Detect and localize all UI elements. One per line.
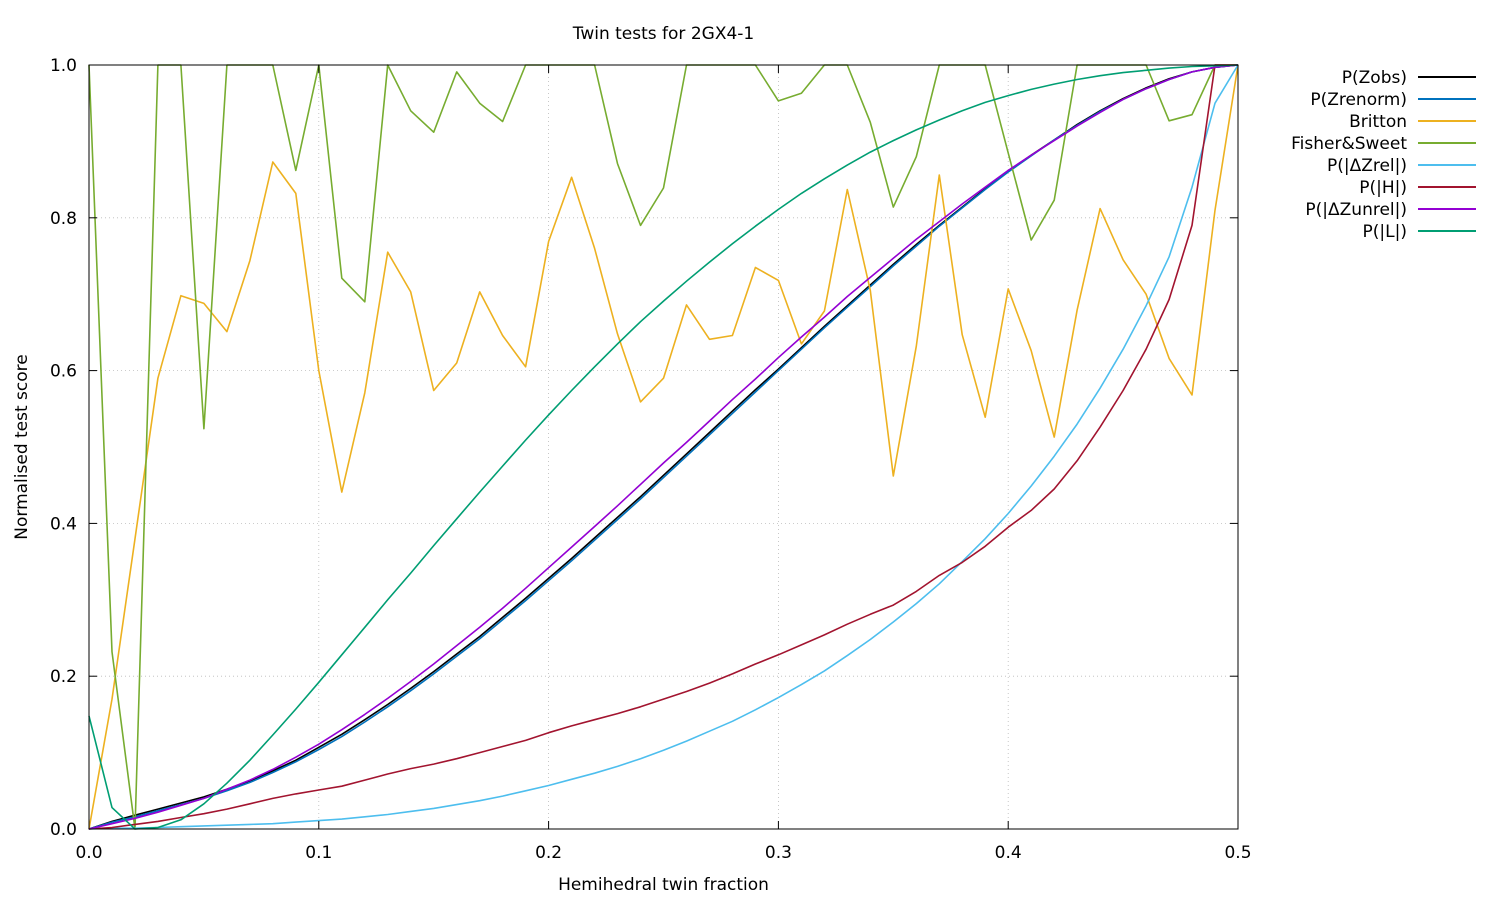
series-line-p-zunrel	[88, 64, 1239, 830]
y-tick-label: 0.6	[50, 362, 77, 382]
legend-label: P(Zobs)	[1342, 68, 1407, 88]
series-line-p-zrenorm	[88, 64, 1239, 830]
legend-label: P(|ΔZunrel|)	[1305, 200, 1407, 220]
plot-frame	[88, 64, 1239, 830]
legend-label: Britton	[1349, 112, 1407, 132]
series-line-p-zobs	[88, 64, 1239, 830]
legend: P(Zobs)P(Zrenorm)BrittonFisher&SweetP(|Δ…	[1291, 68, 1476, 242]
y-tick-label: 0.8	[50, 209, 77, 229]
y-tick-label: 0.2	[50, 667, 77, 687]
legend-label: P(|L|)	[1363, 222, 1407, 242]
y-axis-title: Normalised test score	[12, 354, 32, 539]
series-lines	[88, 64, 1239, 830]
grid-lines	[89, 65, 1238, 829]
x-tick-label: 0.0	[75, 843, 102, 863]
x-tick-label: 0.3	[765, 843, 792, 863]
series-line-p-zrel	[88, 64, 1239, 830]
legend-label: P(|H|)	[1359, 178, 1407, 198]
x-axis-title: Hemihedral twin fraction	[558, 875, 769, 895]
series-line-p-h	[88, 64, 1238, 830]
tick-labels: 0.0 0.1 0.2 0.3 0.4 0.5 0.0 0.2 0.4 0.6 0.8 1.0	[50, 56, 1252, 863]
legend-label: Fisher&Sweet	[1291, 134, 1407, 154]
chart-title: Twin tests for 2GX4-1	[572, 24, 754, 44]
x-tick-label: 0.5	[1224, 843, 1251, 863]
series-line-fisher-sweet	[88, 64, 1238, 830]
series-line-britton	[88, 64, 1239, 830]
x-tick-label: 0.1	[305, 843, 332, 863]
y-tick-label: 0.0	[50, 820, 77, 840]
y-tick-label: 0.4	[50, 514, 77, 534]
axis-ticks	[88, 64, 1239, 830]
x-tick-label: 0.4	[995, 843, 1022, 863]
legend-label: P(Zrenorm)	[1310, 90, 1407, 110]
series-line-p-l	[88, 64, 1239, 830]
legend-label: P(|ΔZrel|)	[1327, 156, 1407, 176]
x-tick-label: 0.2	[535, 843, 562, 863]
y-tick-label: 1.0	[50, 56, 77, 76]
